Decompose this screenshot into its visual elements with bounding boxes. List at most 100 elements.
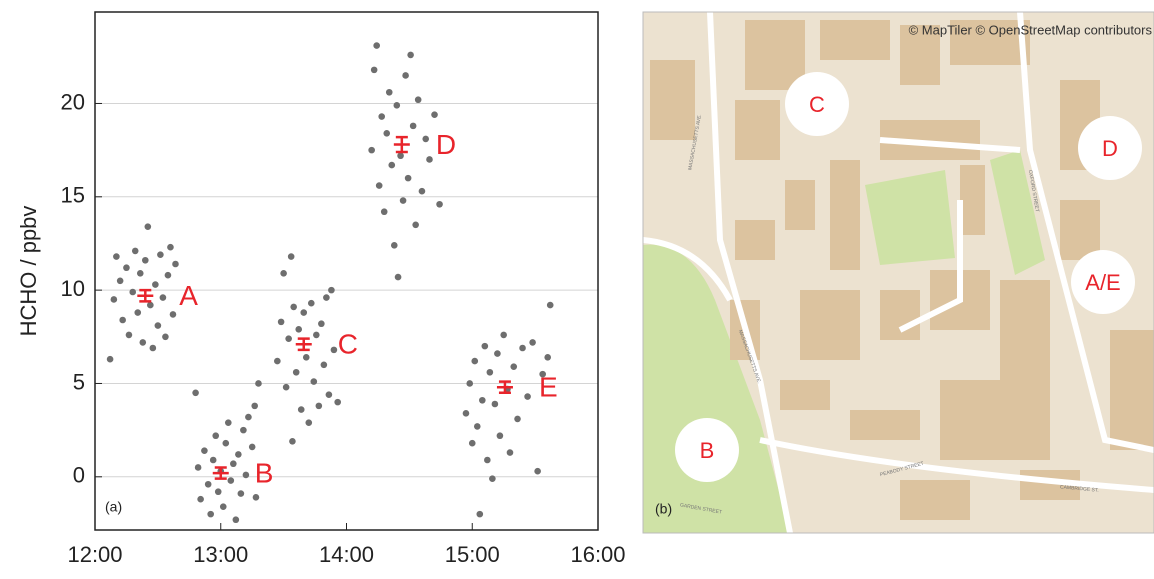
point — [481, 342, 489, 350]
point — [422, 135, 430, 143]
point — [251, 402, 259, 410]
x-tick-label: 16:00 — [570, 542, 625, 567]
point — [385, 88, 393, 96]
point — [302, 354, 310, 361]
point — [393, 102, 401, 109]
point — [519, 344, 526, 352]
map-panel: © MapTiler © OpenStreetMap contributors … — [642, 11, 1154, 534]
point — [169, 311, 177, 318]
point — [123, 264, 130, 272]
point — [476, 510, 484, 518]
point — [325, 391, 333, 398]
marker-label: B — [700, 438, 715, 463]
marker: A/E — [1071, 250, 1135, 314]
cluster-label: A — [179, 280, 198, 311]
point — [144, 223, 152, 230]
y-axis-label: HCHO / ppbv — [16, 206, 41, 337]
marker-label: C — [809, 92, 825, 117]
point — [318, 320, 325, 328]
point — [159, 294, 167, 301]
point — [242, 471, 250, 479]
point — [297, 406, 305, 413]
point — [119, 316, 126, 324]
marker-circle — [785, 72, 849, 136]
point — [397, 152, 404, 160]
point — [320, 361, 328, 369]
street-name: CAMBRIDGE ST. — [1060, 484, 1099, 493]
point — [252, 494, 260, 501]
point — [162, 333, 169, 341]
point — [334, 398, 341, 406]
point — [468, 439, 476, 447]
point — [136, 270, 144, 277]
point — [116, 277, 124, 285]
point — [305, 419, 313, 426]
point — [534, 467, 541, 475]
point — [277, 318, 285, 326]
point — [436, 200, 443, 208]
point — [106, 355, 114, 363]
cluster-label: B — [255, 457, 274, 488]
park — [865, 170, 955, 265]
point — [240, 426, 247, 434]
point — [524, 393, 531, 400]
point — [484, 456, 491, 464]
panel-label: (b) — [655, 501, 672, 517]
marker-circle — [1071, 250, 1135, 314]
point — [539, 370, 546, 378]
point — [479, 396, 486, 404]
point — [287, 253, 295, 260]
point — [378, 113, 386, 120]
point — [514, 415, 521, 423]
y-tick-label: 10 — [61, 276, 85, 301]
point — [418, 187, 426, 195]
point — [491, 400, 499, 408]
point — [282, 383, 290, 391]
point — [214, 488, 222, 496]
point — [131, 247, 139, 255]
point — [292, 368, 300, 376]
point — [207, 510, 214, 518]
point — [323, 294, 330, 301]
point — [157, 251, 164, 258]
point — [529, 339, 536, 346]
plot-frame — [94, 11, 599, 531]
point — [167, 243, 174, 251]
point — [152, 281, 159, 288]
point — [404, 174, 412, 182]
point — [486, 368, 494, 376]
marker-label: A/E — [1085, 270, 1120, 295]
marker: D — [1078, 116, 1142, 180]
marker-circle — [1078, 116, 1142, 180]
x-tick-label: 14:00 — [319, 542, 374, 567]
marker: C — [785, 72, 849, 136]
point — [224, 419, 232, 426]
panel-label: (a) — [105, 499, 122, 515]
point — [328, 286, 335, 294]
point — [197, 495, 204, 503]
point — [222, 439, 230, 447]
point — [510, 363, 518, 370]
point — [466, 380, 474, 387]
point — [110, 296, 118, 303]
point — [237, 490, 245, 497]
point — [290, 303, 297, 311]
roads — [642, 11, 1154, 534]
point — [402, 72, 409, 79]
point — [285, 335, 292, 342]
plot: 0 5 10 15 20 12:00 13:00 14:00 15:00 16:00 A B C D E — [61, 42, 626, 567]
marker-label: D — [1102, 136, 1118, 161]
attribution: © MapTiler © OpenStreetMap contributors — [909, 22, 1153, 37]
point — [201, 447, 208, 454]
point — [235, 451, 242, 458]
point — [194, 464, 202, 471]
x-tick-label: 15:00 — [445, 542, 500, 567]
point — [125, 331, 133, 339]
point — [149, 344, 157, 352]
point — [154, 322, 162, 329]
point — [139, 339, 147, 346]
map-frame — [642, 11, 1154, 534]
point — [473, 423, 481, 430]
point — [368, 146, 375, 154]
